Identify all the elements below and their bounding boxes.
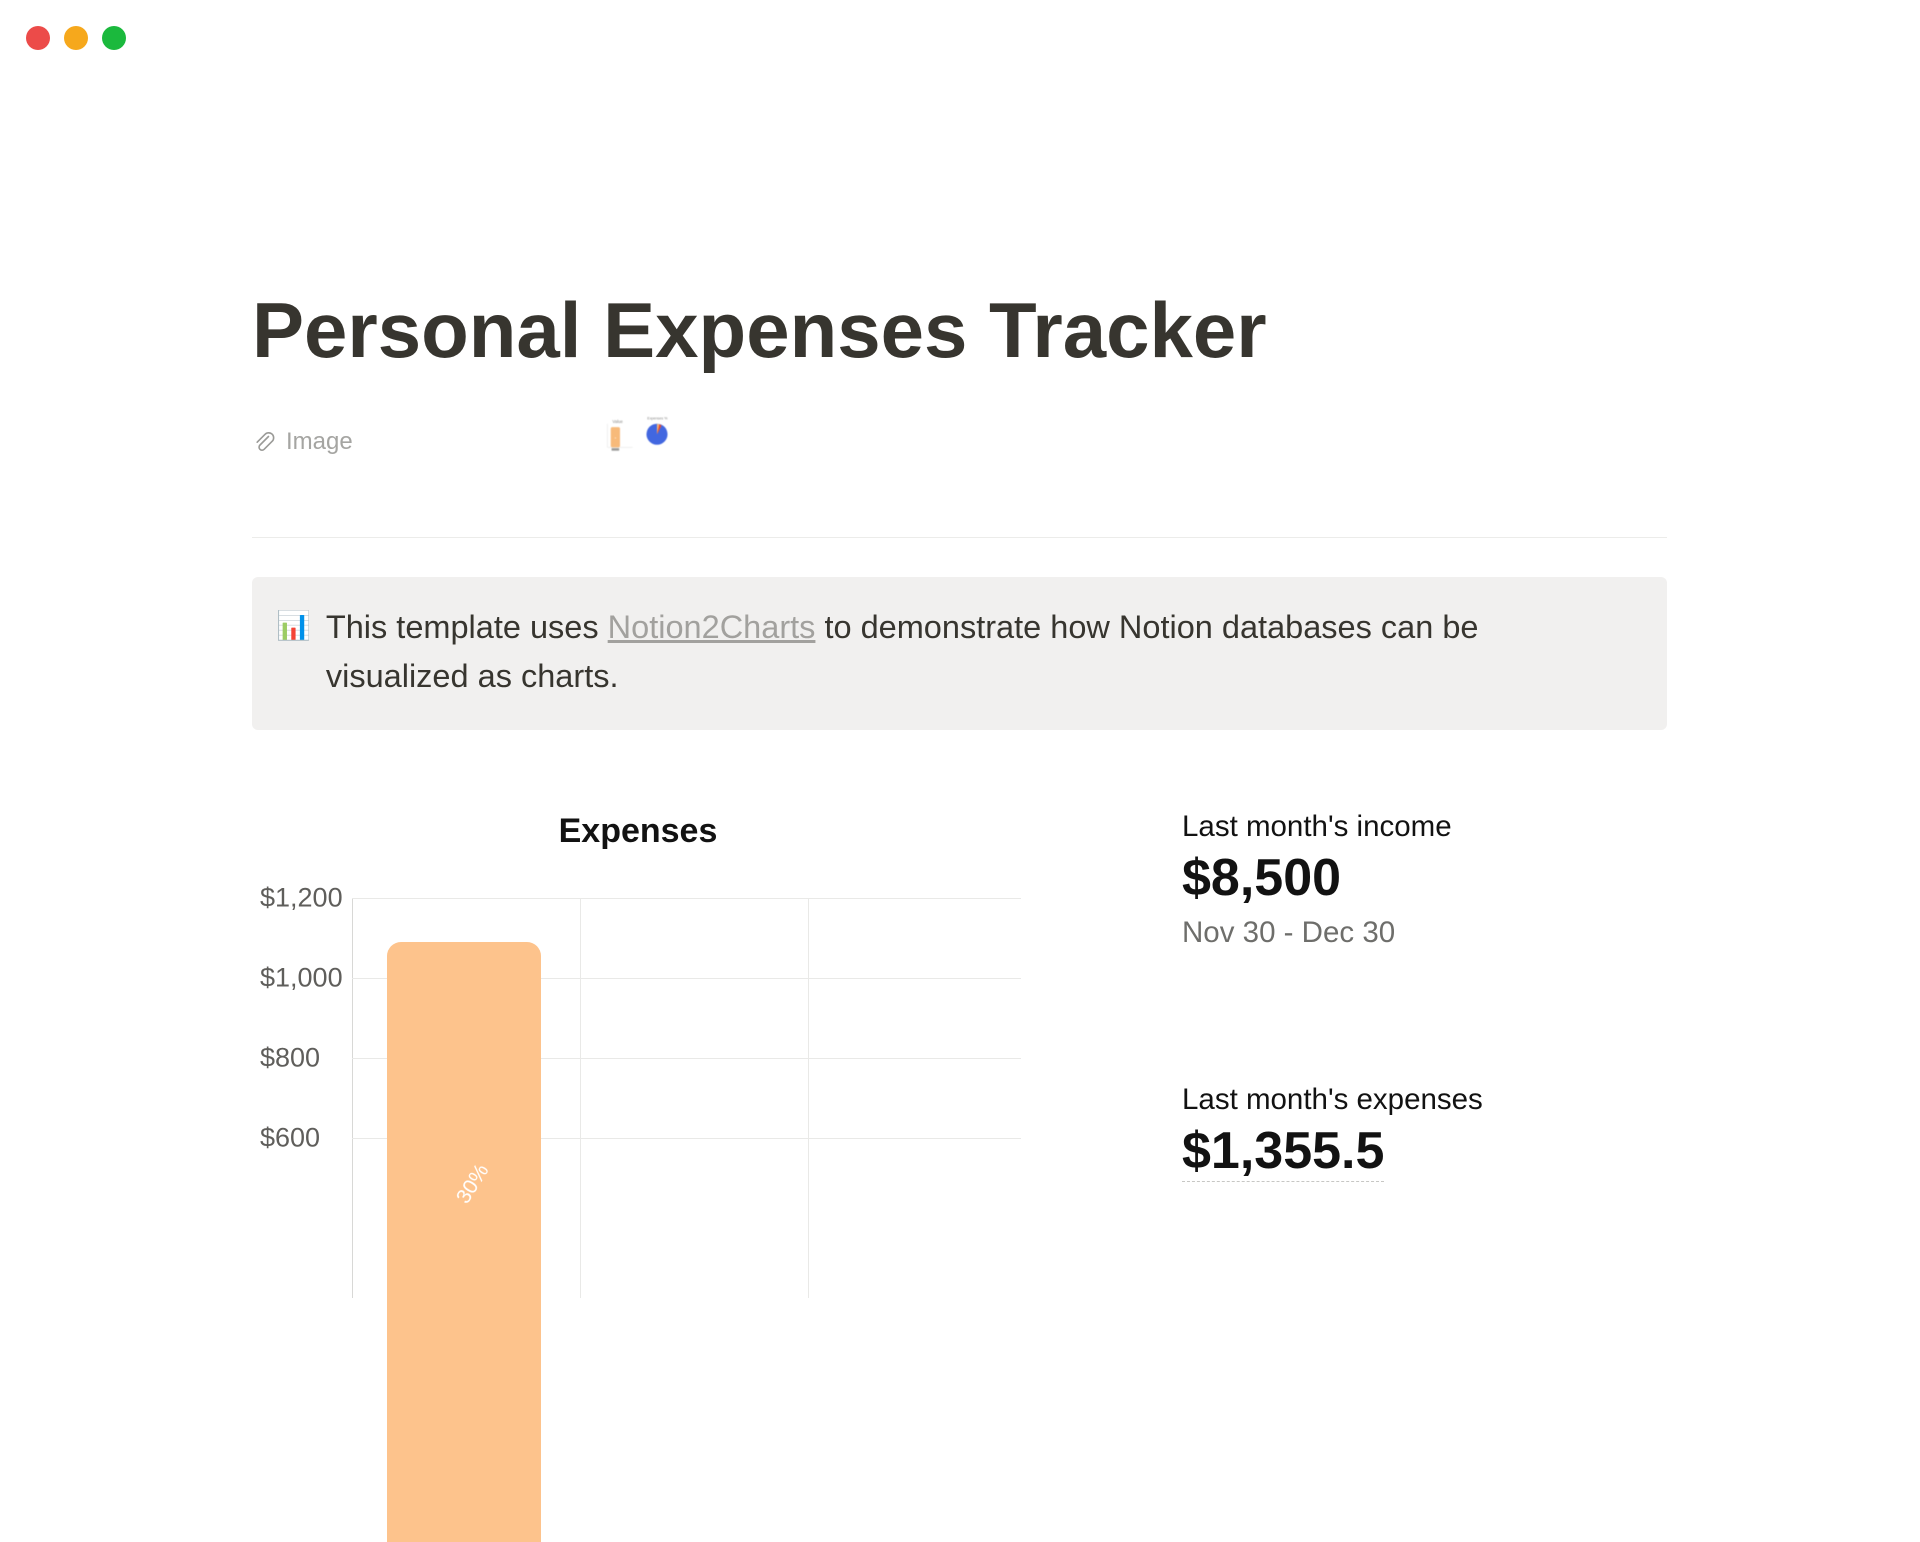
svg-text:Value: Value — [612, 419, 623, 424]
svg-text:Expenses %: Expenses % — [647, 417, 668, 421]
